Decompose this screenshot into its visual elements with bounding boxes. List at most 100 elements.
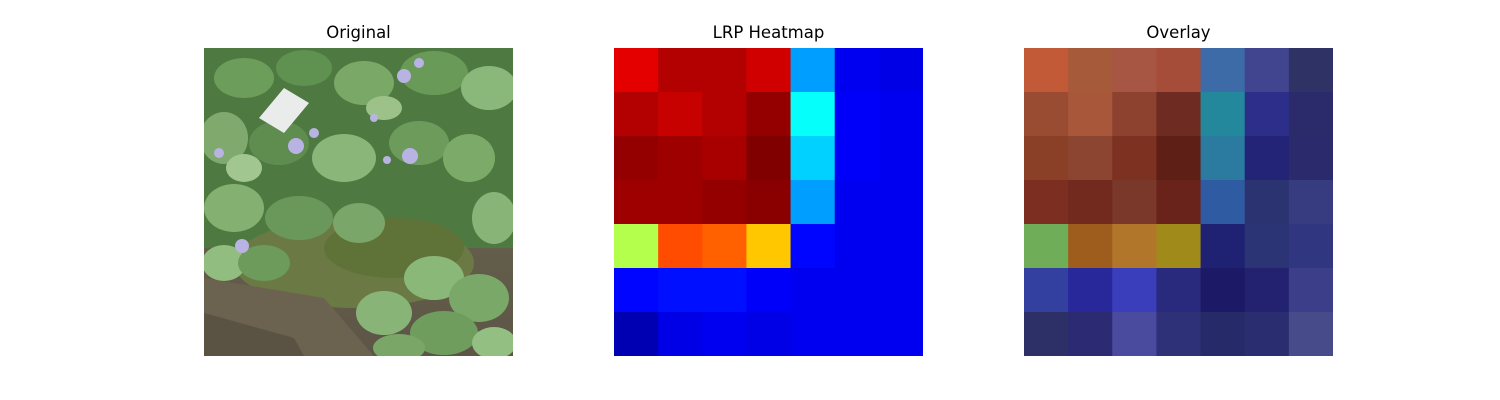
- overlay-cell-r6-c0: [1024, 312, 1069, 356]
- heatmap-cell-r0-c5: [834, 48, 880, 93]
- overlay-cell-r0-c3: [1156, 48, 1202, 93]
- overlay-cell-r2-c2: [1112, 136, 1158, 181]
- overlay-cell-r5-c0: [1024, 268, 1069, 313]
- heatmap-cell-r3-c2: [702, 180, 748, 225]
- overlay-cell-r3-c1: [1068, 180, 1113, 225]
- overlay-cell-r4-c6: [1288, 224, 1333, 269]
- overlay-plot: [1024, 48, 1333, 356]
- heatmap-cell-r3-c4: [790, 180, 836, 225]
- overlay-cell-r5-c6: [1288, 268, 1333, 313]
- overlay-cell-r2-c3: [1156, 136, 1202, 181]
- heatmap-cell-r1-c0: [614, 92, 659, 137]
- heatmap-cell-r2-c0: [614, 136, 659, 181]
- heatmap-cell-r2-c1: [658, 136, 703, 181]
- overlay-cell-r2-c6: [1288, 136, 1333, 181]
- heatmap-cell-r6-c6: [878, 312, 923, 356]
- overlay-panel: Overlay: [1024, 0, 1333, 400]
- overlay-cell-r3-c6: [1288, 180, 1333, 225]
- heatmap-cell-r0-c6: [878, 48, 923, 93]
- heatmap-cell-r4-c5: [834, 224, 880, 269]
- overlay-cell-r1-c0: [1024, 92, 1069, 137]
- heatmap-cell-r6-c3: [746, 312, 792, 356]
- original-panel: Original: [204, 0, 513, 400]
- heatmap-cell-r4-c2: [702, 224, 748, 269]
- overlay-cell-r6-c5: [1244, 312, 1290, 356]
- heatmap-cell-r6-c4: [790, 312, 836, 356]
- heatmap-cell-r4-c4: [790, 224, 836, 269]
- overlay-cell-r5-c4: [1200, 268, 1246, 313]
- heatmap-cell-r3-c0: [614, 180, 659, 225]
- heatmap-cell-r1-c5: [834, 92, 880, 137]
- heatmap-cell-r3-c3: [746, 180, 792, 225]
- heatmap-cell-r2-c6: [878, 136, 923, 181]
- overlay-cell-r3-c4: [1200, 180, 1246, 225]
- heatmap-cell-r3-c5: [834, 180, 880, 225]
- overlay-cell-r5-c5: [1244, 268, 1290, 313]
- overlay-cell-r0-c4: [1200, 48, 1246, 93]
- heatmap-cell-r6-c0: [614, 312, 659, 356]
- original-title: Original: [326, 23, 391, 42]
- heatmap-cell-r3-c6: [878, 180, 923, 225]
- heatmap-panel: LRP Heatmap: [614, 0, 923, 400]
- heatmap-cell-r1-c6: [878, 92, 923, 137]
- heatmap-cell-r6-c5: [834, 312, 880, 356]
- overlay-cell-r0-c5: [1244, 48, 1290, 93]
- heatmap-cell-r1-c1: [658, 92, 703, 137]
- overlay-cell-r1-c2: [1112, 92, 1158, 137]
- overlay-cell-r1-c6: [1288, 92, 1333, 137]
- heatmap-cell-r1-c3: [746, 92, 792, 137]
- original-photo: [204, 48, 513, 356]
- heatmap-cell-r5-c2: [702, 268, 748, 313]
- heatmap-cell-r4-c1: [658, 224, 703, 269]
- overlay-cell-r5-c3: [1156, 268, 1202, 313]
- overlay-cell-r6-c4: [1200, 312, 1246, 356]
- overlay-cell-r6-c6: [1288, 312, 1333, 356]
- original-image: [204, 48, 513, 356]
- heatmap-cell-r5-c4: [790, 268, 836, 313]
- heatmap-title: LRP Heatmap: [712, 23, 825, 42]
- heatmap-cell-r0-c1: [658, 48, 703, 93]
- overlay-cell-r1-c3: [1156, 92, 1202, 137]
- overlay-cell-r4-c2: [1112, 224, 1158, 269]
- overlay-cell-r5-c2: [1112, 268, 1158, 313]
- overlay-cell-r6-c3: [1156, 312, 1202, 356]
- heatmap-cell-r5-c3: [746, 268, 792, 313]
- heatmap-cell-r1-c4: [790, 92, 836, 137]
- heatmap-cell-r2-c3: [746, 136, 792, 181]
- heatmap-cell-r0-c3: [746, 48, 792, 93]
- overlay-cell-r0-c1: [1068, 48, 1113, 93]
- overlay-cell-r6-c2: [1112, 312, 1158, 356]
- heatmap-cell-r4-c3: [746, 224, 792, 269]
- overlay-cell-r1-c1: [1068, 92, 1113, 137]
- overlay-cell-r4-c5: [1244, 224, 1290, 269]
- heatmap-cell-r2-c4: [790, 136, 836, 181]
- overlay-cell-r3-c2: [1112, 180, 1158, 225]
- heatmap-cell-r5-c5: [834, 268, 880, 313]
- overlay-title: Overlay: [1146, 23, 1211, 42]
- heatmap-grid: [614, 48, 923, 356]
- overlay-cell-r5-c1: [1068, 268, 1113, 313]
- overlay-cell-r4-c4: [1200, 224, 1246, 269]
- overlay-cell-r6-c1: [1068, 312, 1113, 356]
- overlay-cell-r4-c1: [1068, 224, 1113, 269]
- overlay-cell-r0-c6: [1288, 48, 1333, 93]
- overlay-cell-r0-c0: [1024, 48, 1069, 93]
- overlay-grid: [1024, 48, 1333, 356]
- overlay-cell-r2-c4: [1200, 136, 1246, 181]
- overlay-cell-r0-c2: [1112, 48, 1158, 93]
- heatmap-cell-r2-c5: [834, 136, 880, 181]
- overlay-cell-r2-c0: [1024, 136, 1069, 181]
- heatmap-cell-r5-c0: [614, 268, 659, 313]
- heatmap-cell-r4-c6: [878, 224, 923, 269]
- heatmap-cell-r4-c0: [614, 224, 659, 269]
- overlay-cell-r3-c0: [1024, 180, 1069, 225]
- heatmap-cell-r5-c6: [878, 268, 923, 313]
- heatmap-cell-r0-c4: [790, 48, 836, 93]
- overlay-cell-r1-c5: [1244, 92, 1290, 137]
- heatmap-cell-r6-c2: [702, 312, 748, 356]
- heatmap-cell-r2-c2: [702, 136, 748, 181]
- heatmap-cell-r0-c0: [614, 48, 659, 93]
- heatmap-plot: [614, 48, 923, 356]
- overlay-cell-r1-c4: [1200, 92, 1246, 137]
- overlay-cell-r2-c5: [1244, 136, 1290, 181]
